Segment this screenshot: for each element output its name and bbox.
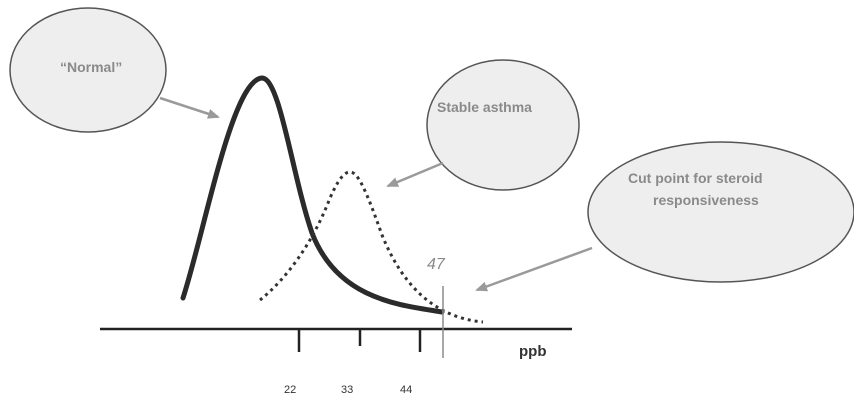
- tick-label-22: 22: [284, 384, 296, 396]
- axis-unit-label: ppb: [519, 343, 547, 360]
- cut-point-bubble: Cut point for steroid responsiveness: [587, 141, 854, 283]
- cut-point-label-line2: responsiveness: [653, 192, 759, 208]
- cut-point-arrow: [475, 246, 593, 292]
- stable-asthma-curve: [259, 170, 484, 324]
- tick-label-33: 33: [341, 384, 353, 396]
- stable-asthma-bubble: Stable asthma: [426, 59, 580, 191]
- normal-bubble: “Normal”: [9, 7, 167, 133]
- normal-distribution-curve: [180, 75, 445, 315]
- normal-bubble-label: “Normal”: [60, 59, 122, 75]
- cut-point-label-line1: Cut point for steroid: [628, 170, 763, 186]
- stable-asthma-label: Stable asthma: [437, 99, 532, 115]
- cut-point-value: 47: [427, 256, 446, 273]
- stable-asthma-arrow: [386, 161, 444, 188]
- normal-arrow: [159, 96, 220, 119]
- tick-label-44: 44: [400, 384, 412, 396]
